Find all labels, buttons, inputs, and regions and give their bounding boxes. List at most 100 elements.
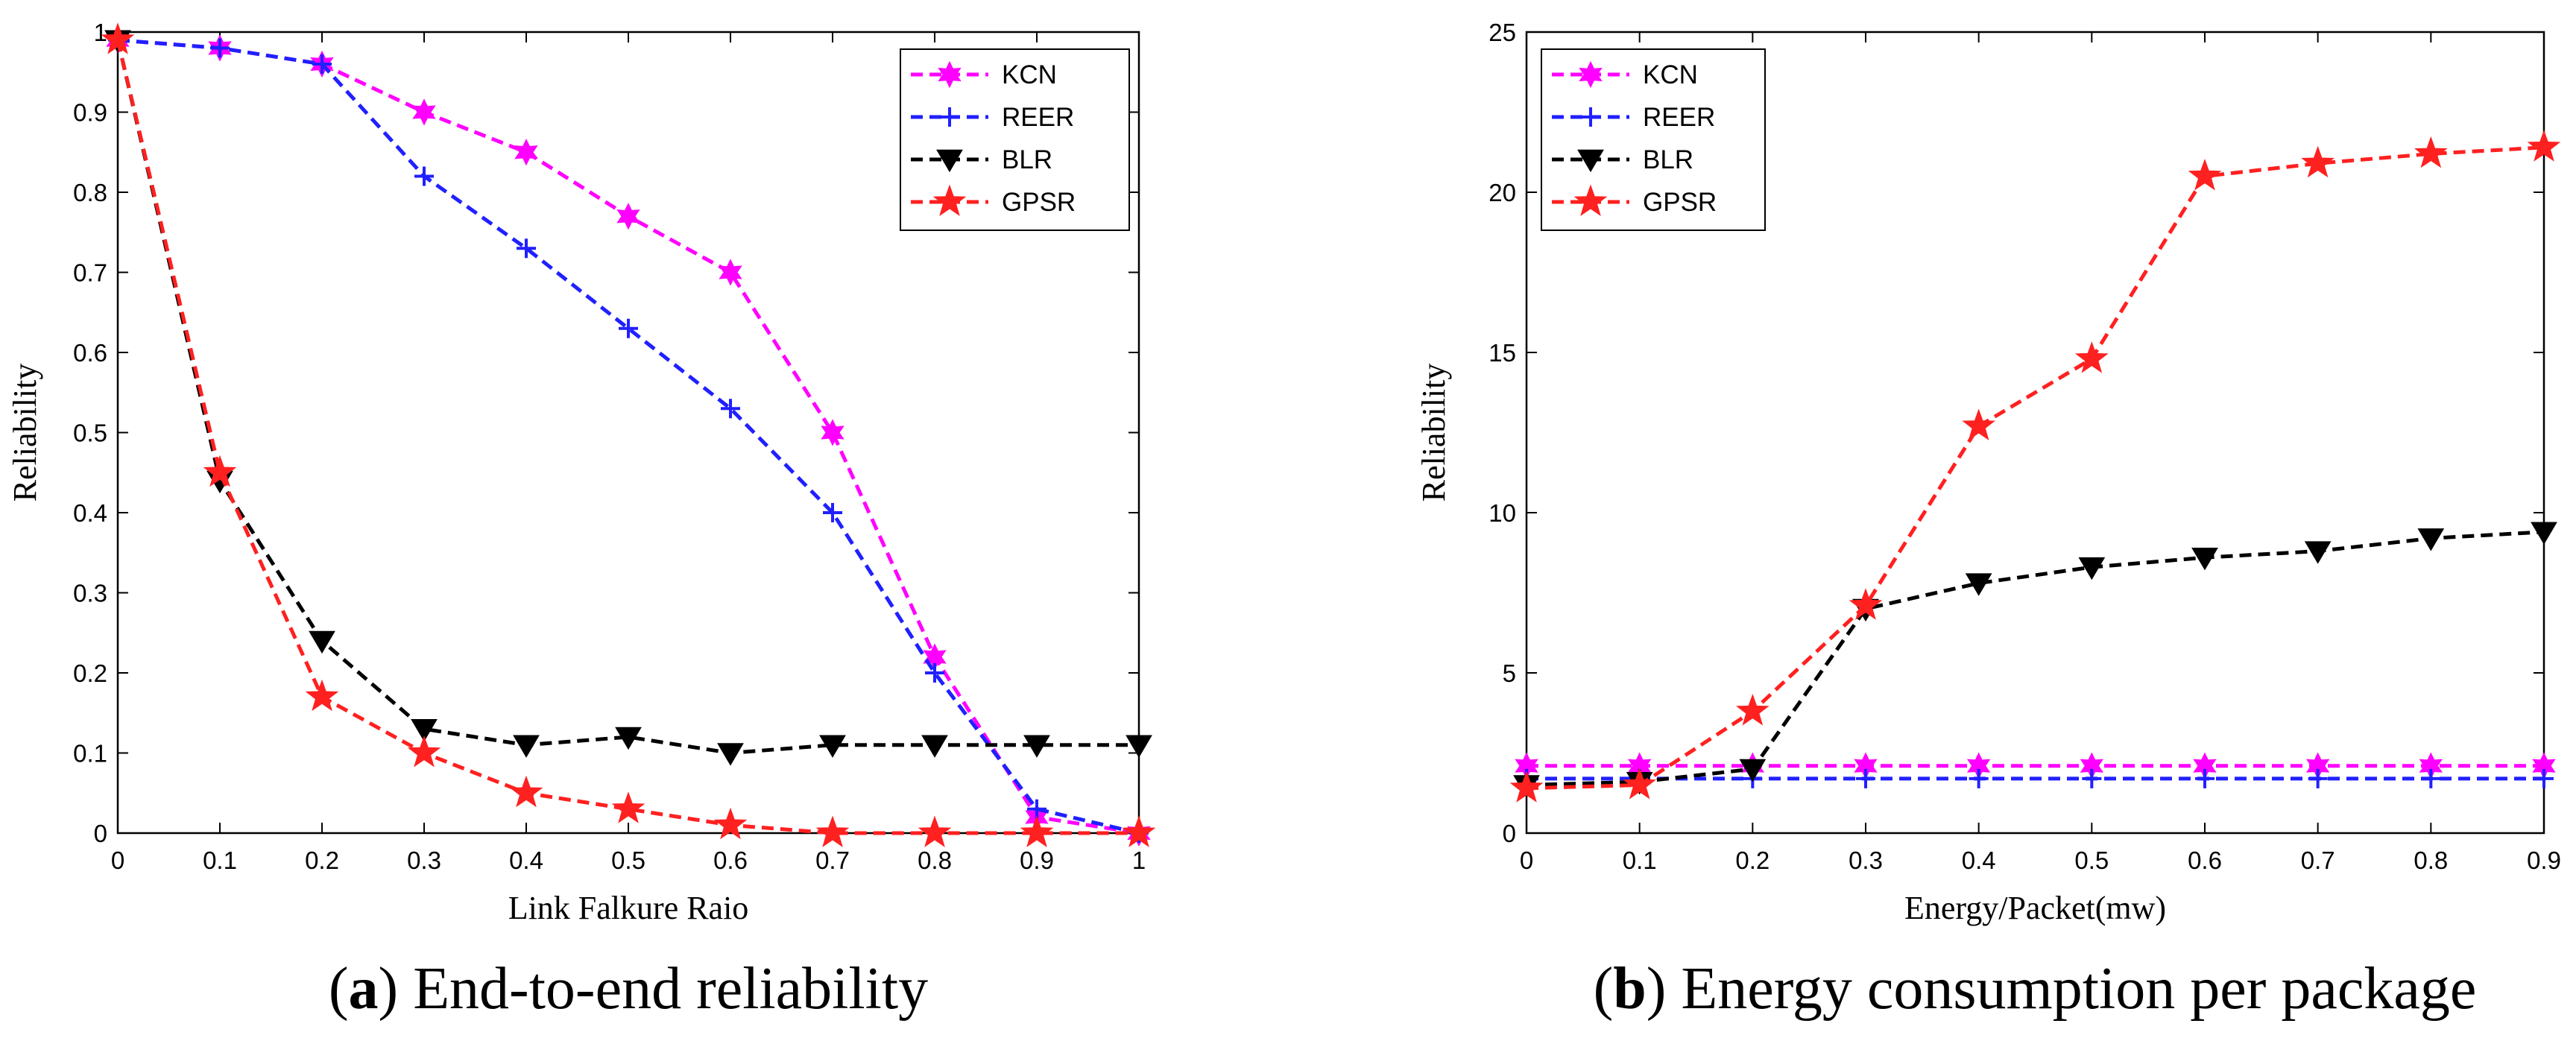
data-point-kcn (616, 203, 640, 230)
legend-marker-reer (940, 107, 959, 127)
data-point-gpsr (407, 735, 441, 768)
y-tick-label: 0 (1503, 820, 1516, 847)
data-point-reer (619, 318, 638, 338)
caption-text: End-to-end reliability (398, 956, 928, 1022)
y-tick-label: 25 (1489, 19, 1516, 46)
legend-label-gpsr: GPSR (1002, 188, 1076, 217)
data-point-kcn (514, 139, 538, 166)
data-point-kcn (821, 419, 845, 446)
x-tick-label: 0.3 (1849, 847, 1883, 874)
caption-close-paren: ) (379, 956, 399, 1022)
data-point-blr (1739, 759, 1767, 782)
data-point-reer (2308, 768, 2328, 788)
legend-label-blr: BLR (1002, 145, 1052, 174)
legend-label-reer: REER (1002, 103, 1074, 132)
data-point-blr (2304, 541, 2332, 564)
x-tick-label: 0.6 (713, 847, 748, 874)
y-tick-label: 20 (1489, 179, 1516, 206)
legend-marker-gpsr (932, 184, 967, 216)
data-point-reer (2082, 768, 2102, 788)
data-point-blr (2531, 522, 2557, 545)
legend-marker-blr (936, 149, 963, 173)
x-tick-label: 0.5 (2074, 847, 2109, 874)
data-point-gpsr (918, 815, 952, 847)
data-point-gpsr (1020, 815, 1054, 847)
legend-label-kcn: KCN (1002, 60, 1057, 89)
legend-marker-reer (1581, 107, 1600, 127)
x-tick-label: 0.7 (815, 847, 850, 874)
data-point-reer (721, 399, 740, 419)
legend-label-reer: REER (1643, 103, 1715, 132)
legend: KCN REER BLR GPSR (900, 48, 1130, 231)
caption-open-paren: ( (1594, 956, 1614, 1022)
legend-marker-blr (1577, 149, 1604, 173)
x-axis-label: Energy/Packet(mw) (1904, 890, 2166, 926)
data-point-reer (2534, 768, 2554, 788)
legend-label-kcn: KCN (1643, 60, 1698, 89)
data-point-reer (1969, 768, 1989, 788)
figure-caption: (a) End-to-end reliability (329, 956, 928, 1022)
y-tick-label: 0.9 (73, 99, 107, 127)
data-point-gpsr (2527, 130, 2561, 162)
series-line-blr (116, 39, 1139, 756)
data-point-gpsr (2414, 136, 2448, 168)
data-point-blr (1965, 573, 1992, 596)
legend-label-blr: BLR (1643, 145, 1693, 174)
x-tick-label: 0 (1520, 847, 1533, 874)
legend-label-gpsr: GPSR (1643, 188, 1717, 217)
series-line-gpsr (116, 39, 1139, 835)
data-point-gpsr (203, 455, 237, 487)
x-tick-label: 0.6 (2188, 847, 2222, 874)
data-point-gpsr (101, 22, 135, 54)
data-point-gpsr (1122, 815, 1156, 847)
data-point-reer (2195, 768, 2214, 788)
x-tick-label: 0.9 (1020, 847, 1054, 874)
x-tick-label: 0.3 (407, 847, 441, 874)
data-point-reer (2421, 768, 2441, 788)
data-point-blr (411, 719, 438, 742)
y-tick-label: 5 (1503, 659, 1516, 687)
caption-close-paren: ) (1647, 956, 1667, 1022)
y-axis-label: Reliability (7, 364, 43, 502)
x-tick-label: 0.4 (509, 847, 543, 874)
x-axis-label: Link Falkure Raio (508, 890, 749, 926)
data-point-blr (2078, 557, 2106, 580)
caption-text: Energy consumption per package (1666, 956, 2476, 1022)
data-point-reer (312, 54, 332, 74)
y-tick-label: 0.4 (73, 499, 107, 527)
x-tick-label: 0.9 (2527, 847, 2561, 874)
data-point-blr (1023, 735, 1050, 758)
data-point-reer (925, 663, 944, 683)
data-point-gpsr (305, 679, 339, 712)
chart-a: 0 0.1 0.2 0.3 0.4 0.5 0.6 0.7 0.8 0.9 1 0 0.1 0.2 0.3 0… (7, 19, 1156, 1022)
series-gpsr (101, 22, 1156, 847)
legend-marker-kcn (938, 60, 962, 89)
caption-open-paren: ( (329, 956, 349, 1022)
y-tick-label: 1 (94, 19, 107, 46)
data-point-gpsr (509, 775, 543, 808)
legend: KCN REER BLR GPSR (1541, 48, 1766, 231)
series-gpsr (1509, 130, 2561, 803)
y-tick-label: 0.5 (73, 420, 107, 447)
series-line-blr (1526, 530, 2545, 787)
data-point-reer (414, 166, 434, 186)
data-point-blr (819, 735, 846, 758)
data-point-blr (2191, 547, 2218, 571)
data-point-gpsr (713, 807, 748, 840)
data-point-gpsr (1736, 694, 1770, 726)
data-point-gpsr (1623, 768, 1656, 800)
x-tick-label: 0.7 (2301, 847, 2335, 874)
y-tick-label: 0 (94, 820, 107, 847)
data-point-blr (921, 735, 948, 758)
x-tick-label: 0.8 (2414, 847, 2448, 874)
data-point-gpsr (1849, 588, 1883, 620)
data-point-reer (1027, 799, 1046, 819)
x-tick-label: 0.1 (1623, 847, 1657, 874)
data-point-gpsr (2188, 159, 2222, 191)
x-tick-label: 0.2 (305, 847, 339, 874)
data-point-kcn (412, 98, 436, 126)
caption-letter: a (349, 956, 379, 1022)
chart-b: 0 0.1 0.2 0.3 0.4 0.5 0.6 0.7 0.8 0.9 0 5 10 15 20 25 En… (1415, 19, 2561, 1022)
data-point-gpsr (2301, 145, 2334, 178)
